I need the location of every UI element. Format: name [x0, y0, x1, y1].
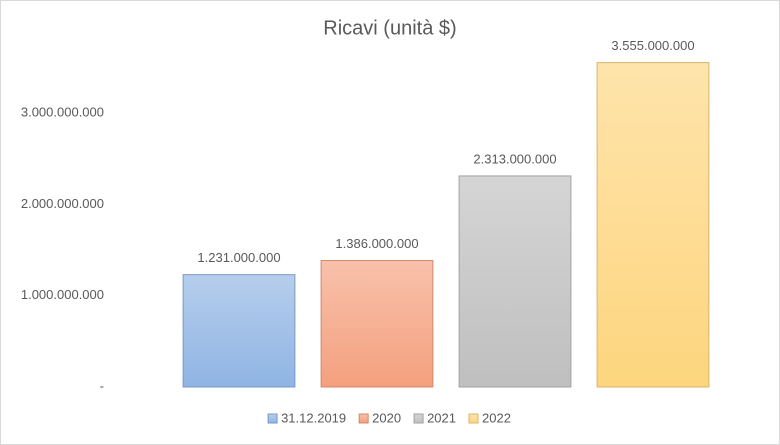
legend-label: 2021: [427, 410, 456, 425]
bar: [320, 260, 434, 388]
bar: [182, 274, 296, 388]
y-tick-label: 3.000.000.000: [21, 105, 104, 120]
y-tick-label: 1.000.000.000: [21, 287, 104, 302]
legend-label: 2022: [482, 410, 511, 425]
legend-swatch: [413, 413, 424, 424]
chart-title: Ricavi (unità $): [323, 17, 456, 39]
y-tick-label: -: [100, 378, 104, 393]
data-label: 2.313.000.000: [473, 151, 556, 166]
bar: [596, 62, 710, 388]
data-label: 3.555.000.000: [611, 38, 694, 53]
legend-swatch: [267, 413, 278, 424]
y-tick-label: 2.000.000.000: [21, 196, 104, 211]
data-label: 1.231.000.000: [197, 250, 280, 265]
bar: [458, 175, 572, 388]
legend-label: 2020: [372, 410, 401, 425]
legend-swatch: [358, 413, 369, 424]
legend-swatch: [468, 413, 479, 424]
data-label: 1.386.000.000: [335, 236, 418, 251]
legend-label: 31.12.2019: [281, 410, 346, 425]
